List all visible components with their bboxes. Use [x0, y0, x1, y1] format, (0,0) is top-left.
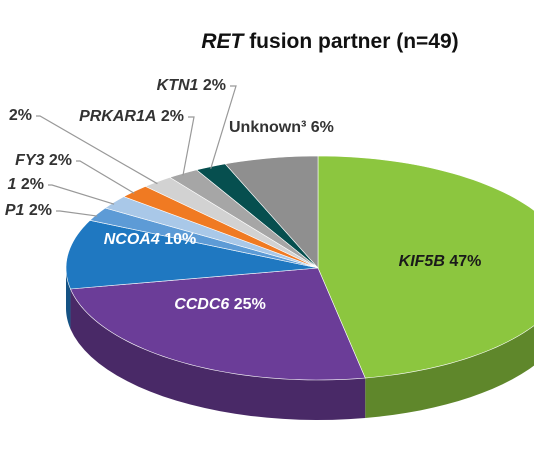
category-name: NCOA4	[104, 231, 160, 248]
pie-slice	[317, 155, 534, 379]
pie-slice	[224, 155, 319, 269]
slice-label: FY3 2%	[15, 152, 72, 169]
category-name: P1	[5, 202, 25, 219]
category-name: PRKAR1A	[79, 108, 156, 125]
category-name: Unknown³	[229, 119, 306, 136]
slice-label: PRKAR1A 2%	[79, 108, 184, 125]
pie-slice	[70, 267, 366, 381]
category-name: KIF5B	[399, 253, 445, 270]
leader-line	[76, 160, 135, 194]
chart-title: RET fusion partner (n=49)	[201, 30, 458, 53]
value-label: 2%	[49, 152, 72, 169]
slice-label: Unknown³ 6%	[229, 119, 334, 136]
value-label: 6%	[311, 119, 334, 136]
pie-side	[70, 288, 366, 420]
value-label: 2%	[21, 176, 44, 193]
leader-line	[210, 85, 237, 169]
category-name: 1	[8, 176, 17, 193]
slice-label: 2%	[9, 107, 32, 124]
title-emphasis: RET	[201, 30, 245, 53]
slice-label: 1 2%	[8, 176, 44, 193]
slice-label: KTN1 2%	[157, 77, 226, 94]
leader-line	[48, 184, 115, 205]
pie-side	[66, 268, 71, 329]
value-label: 2%	[29, 202, 52, 219]
slice-label: CCDC6 25%	[174, 296, 266, 313]
slice-label: P1 2%	[5, 202, 52, 219]
category-name: FY3	[15, 152, 44, 169]
value-label: 2%	[9, 107, 32, 124]
value-label: 25%	[234, 296, 266, 313]
value-label: 2%	[161, 108, 184, 125]
value-label: 47%	[449, 253, 481, 270]
leader-line	[36, 115, 158, 185]
category-name: CCDC6	[174, 296, 229, 313]
value-label: 10%	[164, 231, 196, 248]
slice-label: KIF5B 47%	[399, 253, 482, 270]
leader-line	[182, 116, 195, 176]
value-label: 2%	[203, 77, 226, 94]
title-text: fusion partner (n=49)	[249, 30, 458, 53]
pie-side	[365, 325, 534, 419]
leader-line	[56, 210, 98, 217]
slice-label: NCOA4 10%	[104, 231, 197, 248]
category-name: KTN1	[157, 77, 199, 94]
pie-slice	[65, 219, 319, 290]
